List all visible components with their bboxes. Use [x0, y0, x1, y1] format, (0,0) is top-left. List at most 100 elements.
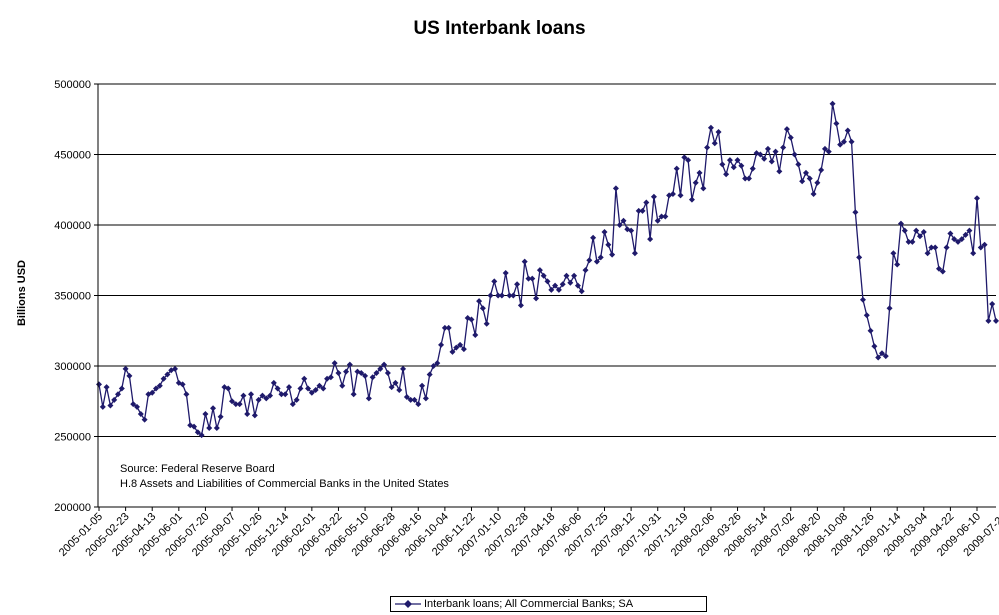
- data-point: [567, 279, 574, 286]
- data-point: [897, 220, 904, 227]
- data-point: [989, 300, 996, 307]
- data-point: [905, 238, 912, 245]
- data-point: [597, 254, 604, 261]
- data-point: [312, 386, 319, 393]
- data-point: [631, 250, 638, 257]
- data-point: [726, 157, 733, 164]
- y-tick-label: 350000: [54, 291, 91, 303]
- data-point: [479, 305, 486, 312]
- data-point: [335, 370, 342, 377]
- data-point: [958, 236, 965, 243]
- data-point: [981, 241, 988, 248]
- data-point: [886, 305, 893, 312]
- data-point: [400, 365, 407, 372]
- data-point: [951, 236, 958, 243]
- data-point: [593, 258, 600, 265]
- y-tick-label: 450000: [54, 150, 91, 162]
- data-point: [863, 312, 870, 319]
- data-point: [612, 185, 619, 192]
- data-point: [920, 229, 927, 236]
- data-point: [745, 175, 752, 182]
- data-point: [179, 381, 186, 388]
- data-point: [403, 394, 410, 401]
- data-point: [388, 384, 395, 391]
- data-point: [213, 425, 220, 432]
- data-point: [894, 261, 901, 268]
- data-point: [818, 167, 825, 174]
- data-point: [609, 251, 616, 258]
- data-point: [99, 403, 106, 410]
- data-point: [878, 350, 885, 357]
- data-point: [711, 140, 718, 147]
- data-point: [943, 244, 950, 251]
- data-point: [498, 292, 505, 299]
- data-point: [795, 161, 802, 168]
- data-point: [384, 370, 391, 377]
- data-point: [852, 209, 859, 216]
- data-point: [308, 389, 315, 396]
- data-point: [331, 360, 338, 367]
- y-tick-label: 300000: [54, 361, 91, 373]
- data-point: [396, 386, 403, 393]
- legend-label: Interbank loans; All Commercial Banks; S…: [424, 598, 634, 610]
- data-point: [96, 381, 102, 388]
- gridlines: [98, 83, 996, 437]
- data-point: [924, 250, 931, 257]
- data-point: [286, 384, 293, 391]
- data-point: [582, 267, 589, 274]
- data-point: [821, 145, 828, 152]
- data-point: [791, 151, 798, 158]
- data-point: [297, 385, 304, 392]
- data-point: [909, 238, 916, 245]
- data-point: [502, 269, 509, 276]
- data-point: [229, 398, 236, 405]
- data-point: [301, 375, 308, 382]
- data-point: [643, 199, 650, 206]
- data-point: [696, 169, 703, 176]
- data-point: [833, 120, 840, 127]
- data-point: [704, 144, 711, 151]
- data-point: [134, 403, 141, 410]
- data-point: [685, 157, 692, 164]
- data-point: [954, 238, 961, 245]
- data-point: [673, 165, 680, 172]
- data-point: [381, 361, 388, 368]
- data-point: [529, 275, 536, 282]
- data-point: [928, 244, 935, 251]
- data-point: [137, 410, 144, 417]
- data-point: [449, 348, 456, 355]
- data-point: [517, 302, 524, 309]
- annotation-line: Source: Federal Reserve Board: [120, 463, 275, 475]
- data-point: [715, 128, 722, 135]
- data-point: [346, 361, 353, 368]
- data-point: [362, 372, 369, 379]
- data-point: [407, 396, 414, 403]
- data-point: [232, 401, 239, 408]
- data-point: [259, 392, 266, 399]
- series-line: [98, 103, 997, 437]
- data-point: [483, 320, 490, 327]
- data-point: [620, 217, 627, 224]
- data-point: [282, 391, 289, 398]
- data-point: [669, 190, 676, 197]
- data-point: [369, 374, 376, 381]
- data-point: [977, 244, 984, 251]
- data-point: [730, 164, 737, 171]
- data-point: [305, 385, 312, 392]
- data-point: [890, 250, 897, 257]
- data-point: [468, 316, 475, 323]
- data-point: [278, 391, 285, 398]
- data-point: [901, 227, 908, 234]
- data-point: [844, 127, 851, 134]
- data-point: [206, 425, 213, 432]
- data-point: [749, 165, 756, 172]
- data-point: [411, 396, 418, 403]
- data-point: [126, 372, 133, 379]
- data-point: [647, 236, 654, 243]
- data-point: [130, 401, 137, 408]
- data-point: [392, 379, 399, 386]
- data-point: [316, 382, 323, 389]
- data-point: [202, 410, 209, 417]
- legend-swatch: [395, 600, 421, 608]
- data-point: [681, 154, 688, 161]
